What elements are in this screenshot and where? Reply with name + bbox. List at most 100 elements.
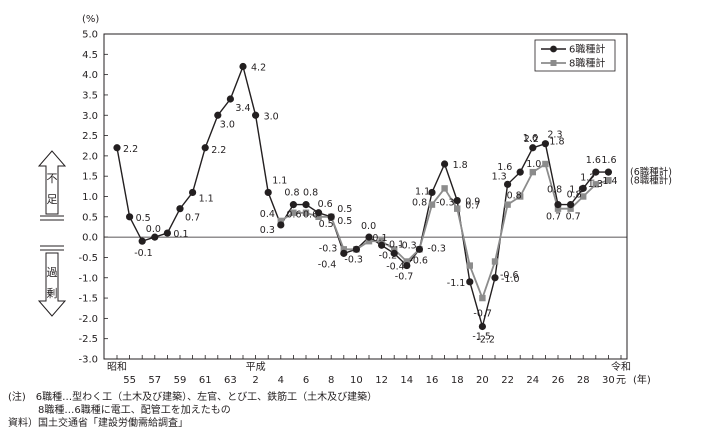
series-1-point: [491, 274, 499, 282]
y-tick-label: -2.5: [78, 334, 98, 345]
series-1-point: [554, 201, 562, 209]
series-2-point: [567, 205, 574, 212]
data-label: 1.4: [602, 176, 617, 187]
data-label: 0.4: [260, 209, 275, 220]
data-label: 3.4: [235, 103, 250, 114]
data-label: -0.7: [473, 309, 492, 320]
data-label: 0.6: [318, 199, 333, 210]
y-tick-label: -2.0: [78, 314, 98, 325]
data-label: -0.3: [344, 254, 363, 265]
series-1-point: [327, 213, 335, 221]
data-label: 0.8: [567, 190, 582, 201]
data-label: 2.2: [524, 134, 539, 145]
legend-marker-1: [550, 45, 557, 53]
series-2-point: [454, 205, 461, 212]
x-tick-label: 6: [303, 375, 309, 386]
data-label: -0.6: [500, 270, 519, 281]
x-tick-label: 12: [375, 375, 388, 386]
x-tick-label: 元: [616, 375, 626, 386]
data-label: -0.4: [386, 261, 405, 272]
data-label: 0.3: [260, 225, 275, 236]
series-2-point: [504, 201, 511, 208]
data-label: -2.2: [476, 335, 495, 346]
data-label: 1.6: [601, 155, 616, 166]
data-label: -0.4: [318, 259, 337, 270]
data-label: 1.1: [415, 186, 430, 197]
series-1-point: [138, 237, 146, 245]
legend-box: [534, 39, 616, 72]
series-2-point: [580, 193, 587, 200]
x-tick-label: 30: [602, 375, 615, 386]
excess-arrow: [37, 252, 67, 317]
era-label: 平成: [246, 361, 266, 373]
series-1-point: [239, 62, 247, 71]
series-1-point: [428, 188, 436, 197]
end-label-8: (8職種計): [630, 174, 672, 186]
x-tick-label: 2: [252, 375, 258, 386]
series-1-point: [189, 188, 197, 197]
series-1-point: [277, 221, 285, 229]
data-label: 1.1: [272, 175, 287, 186]
series-1-point: [340, 249, 348, 257]
x-unit-label: (年): [633, 373, 651, 386]
x-tick-label: 61: [199, 375, 212, 386]
data-label: 3.0: [220, 119, 235, 130]
data-label: 1.1: [199, 193, 214, 204]
series-1-point: [378, 241, 386, 249]
y-tick-label: 1.0: [82, 192, 98, 203]
data-label: 1.6: [523, 133, 538, 144]
series-1-point: [289, 201, 297, 209]
era-label: 令和: [611, 360, 631, 373]
series-line-1: [116, 64, 609, 330]
series-2-point: [290, 209, 297, 216]
data-label: -0.1: [386, 239, 405, 250]
data-label: -0.3: [398, 240, 417, 251]
data-label: 1.8: [453, 160, 468, 171]
series-1-point: [604, 168, 613, 176]
data-label: 1.3: [588, 179, 603, 190]
data-label: 0.0: [146, 224, 161, 235]
x-tick-label: 4: [278, 375, 284, 386]
y-tick-label: 5.0: [82, 30, 98, 41]
series-2-point: [479, 294, 486, 302]
series-2-point: [542, 160, 549, 168]
series-2-point: [378, 237, 385, 245]
y-tick-label: 4.5: [82, 50, 98, 61]
source-line: 資料）国土交通省「建設労働需給調査」: [8, 418, 188, 429]
y-tick-label: 2.0: [82, 151, 98, 162]
series-1-point: [478, 322, 486, 331]
series-1-point: [541, 140, 550, 148]
shortage-arrow: [37, 150, 67, 215]
series-1-point: [151, 233, 159, 241]
data-label: 0.7: [566, 212, 581, 223]
x-tick-label: 10: [350, 375, 363, 386]
series-1-point: [441, 160, 449, 168]
series-2-point: [441, 185, 448, 192]
data-label: 1.6: [586, 155, 601, 166]
x-tick-label: 14: [400, 375, 413, 386]
series-1-point: [516, 168, 524, 176]
data-label: -0.3: [319, 243, 338, 254]
data-label: 0.7: [546, 212, 561, 223]
plot-frame: [103, 33, 628, 360]
y-tick-label: 0.0: [82, 233, 98, 244]
data-label: 1.3: [492, 171, 507, 182]
x-tick-label: 16: [426, 375, 439, 386]
series-2-point: [428, 201, 436, 208]
y-tick-label: -0.5: [78, 253, 98, 264]
data-label: 1.0: [526, 159, 541, 170]
series-1-point: [403, 261, 411, 270]
era-label: 昭和: [107, 361, 127, 373]
series-1-point: [529, 144, 537, 152]
data-label: 0.7: [465, 201, 480, 212]
x-tick-label: 8: [328, 375, 334, 386]
y-tick-label: -1.0: [78, 273, 98, 284]
series-1-point: [592, 168, 600, 176]
series-1-point: [163, 229, 171, 237]
data-label: 1.8: [549, 137, 564, 148]
data-label: 0.6: [303, 210, 318, 221]
data-label: 1.0: [569, 184, 584, 195]
series-2-point: [517, 193, 524, 200]
series-2-point: [277, 217, 284, 225]
note-line-2: 8職種…6職種に電工、配管工を加えたもの: [8, 405, 231, 416]
